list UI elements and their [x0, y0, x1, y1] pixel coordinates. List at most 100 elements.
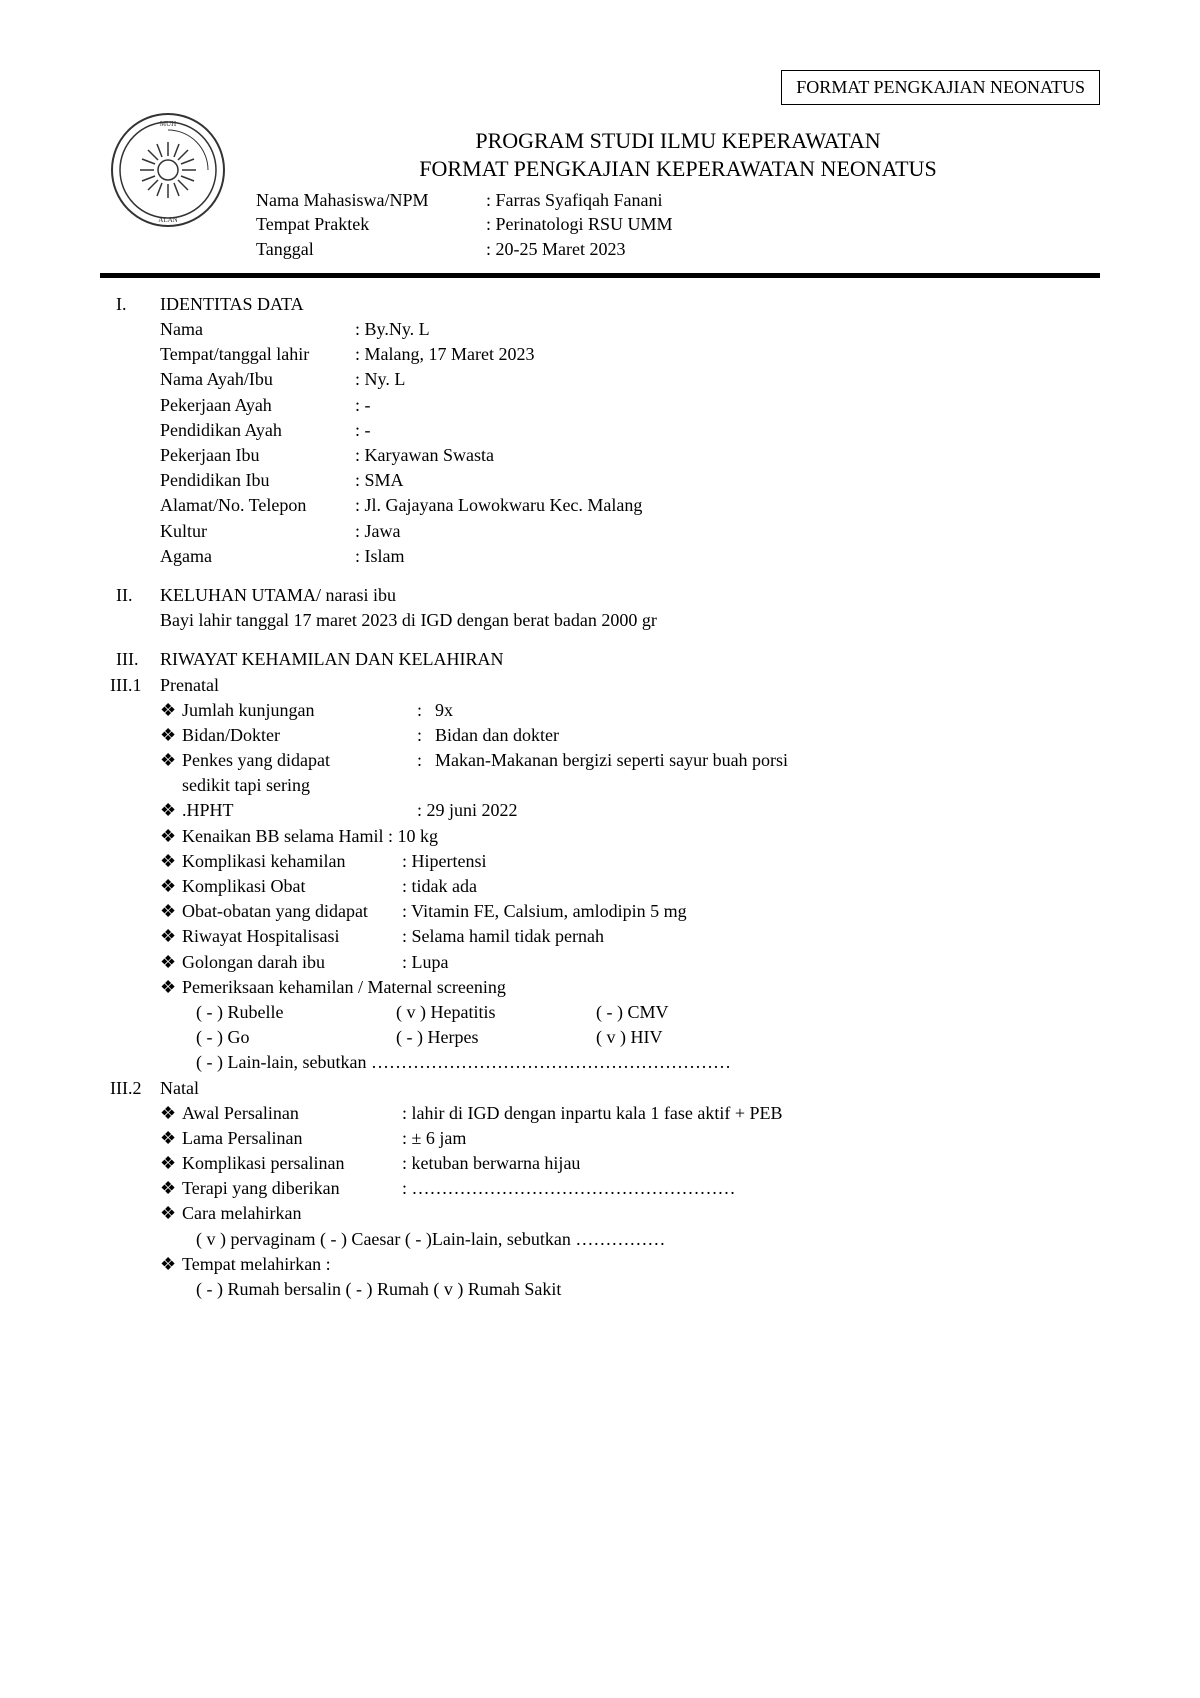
father-job-label: Pekerjaan Ayah — [160, 393, 355, 418]
address-label: Alamat/No. Telepon — [160, 493, 355, 518]
mother-job-label: Pekerjaan Ibu — [160, 443, 355, 468]
labor-comp-label: Komplikasi persalinan — [182, 1151, 402, 1176]
pregnancy-comp-label: Komplikasi kehamilan — [182, 849, 402, 874]
labor-start-label: Awal Persalinan — [182, 1101, 402, 1126]
mother-job-value: : Karyawan Swasta — [355, 443, 1100, 468]
religion-value: : Islam — [355, 544, 1100, 569]
section-complaint: II. KELUHAN UTAMA/ narasi ibu Bayi lahir… — [100, 583, 1100, 633]
header-area: MUH ALAN PROGRAM STUDI ILMU KEPERAWATAN … — [100, 110, 1100, 261]
bullet-icon: ❖ — [160, 1101, 182, 1126]
divider-line — [100, 273, 1100, 278]
culture-value: : Jawa — [355, 519, 1100, 544]
colon: : — [417, 698, 435, 723]
bullet-icon: ❖ — [160, 899, 182, 924]
subsection-natal: III.2 Natal ❖Awal Persalinan: lahir di I… — [100, 1076, 1100, 1303]
bullet-icon: ❖ — [160, 1252, 182, 1277]
birth-place-label: Tempat melahirkan : — [182, 1252, 331, 1277]
bullet-icon: ❖ — [160, 723, 182, 748]
bullet-icon: ❖ — [160, 975, 182, 1000]
delivery-method-options: ( v ) pervaginam ( - ) Caesar ( - )Lain-… — [160, 1227, 1100, 1252]
section-1-title: IDENTITAS DATA — [160, 292, 1100, 317]
bullet-icon: ❖ — [160, 1126, 182, 1151]
subsection-prenatal: III.1 Prenatal ❖Jumlah kunjungan:9x ❖Bid… — [100, 673, 1100, 1076]
bullet-icon: ❖ — [160, 798, 182, 823]
scr-hepatitis: ( v ) Hepatitis — [396, 1000, 596, 1025]
penkes-label: Penkes yang didapat — [182, 748, 417, 773]
bullet-icon — [160, 773, 182, 798]
father-job-value: : - — [355, 393, 1100, 418]
format-box: FORMAT PENGKAJIAN NEONATUS — [781, 70, 1100, 105]
student-name-value: : Farras Syafiqah Fanani — [486, 188, 1100, 212]
pregnancy-comp-value: : Hipertensi — [402, 849, 1100, 874]
hospital-value: : Selama hamil tidak pernah — [402, 924, 1100, 949]
university-logo: MUH ALAN — [108, 110, 228, 230]
drug-comp-value: : tidak ada — [402, 874, 1100, 899]
sub-3-2-title: Natal — [160, 1076, 1100, 1101]
name-value: : By.Ny. L — [355, 317, 1100, 342]
section-1-number: I. — [100, 292, 160, 569]
date-label: Tanggal — [256, 237, 486, 261]
section-2-title: KELUHAN UTAMA/ narasi ibu — [160, 583, 1100, 608]
visit-count-value: 9x — [435, 698, 1100, 723]
scr-rubelle: ( - ) Rubelle — [196, 1000, 396, 1025]
parents-label: Nama Ayah/Ibu — [160, 367, 355, 392]
student-name-label: Nama Mahasiswa/NPM — [256, 188, 486, 212]
bullet-icon: ❖ — [160, 1151, 182, 1176]
svg-text:MUH: MUH — [160, 120, 176, 128]
bullet-icon: ❖ — [160, 849, 182, 874]
sub-3-2-number: III.2 — [100, 1076, 160, 1303]
birth-place-options: ( - ) Rumah bersalin ( - ) Rumah ( v ) R… — [160, 1277, 1100, 1302]
penkes-continuation: sedikit tapi sering — [182, 773, 310, 798]
parents-value: : Ny. L — [355, 367, 1100, 392]
therapy-value: : ……………………………………………… — [402, 1176, 1100, 1201]
therapy-label: Terapi yang diberikan — [182, 1176, 402, 1201]
header-text: PROGRAM STUDI ILMU KEPERAWATAN FORMAT PE… — [256, 110, 1100, 261]
midwife-value: Bidan dan dokter — [435, 723, 1100, 748]
labor-duration-label: Lama Persalinan — [182, 1126, 402, 1151]
bullet-icon: ❖ — [160, 1201, 182, 1226]
labor-start-value: : lahir di IGD dengan inpartu kala 1 fas… — [402, 1101, 1100, 1126]
section-identity: I. IDENTITAS DATA Nama: By.Ny. L Tempat/… — [100, 292, 1100, 569]
date-value: : 20-25 Maret 2023 — [486, 237, 1100, 261]
colon: : — [417, 748, 435, 773]
drug-comp-label: Komplikasi Obat — [182, 874, 402, 899]
bullet-icon: ❖ — [160, 950, 182, 975]
midwife-label: Bidan/Dokter — [182, 723, 417, 748]
section-3-number: III. — [100, 647, 160, 672]
practice-place-label: Tempat Praktek — [256, 212, 486, 236]
visit-count-label: Jumlah kunjungan — [182, 698, 417, 723]
format-title: FORMAT PENGKAJIAN KEPERAWATAN NEONATUS — [256, 156, 1100, 182]
mother-edu-label: Pendidikan Ibu — [160, 468, 355, 493]
bullet-icon: ❖ — [160, 874, 182, 899]
address-value: : Jl. Gajayana Lowokwaru Kec. Malang — [355, 493, 1100, 518]
bullet-icon: ❖ — [160, 924, 182, 949]
penkes-value: Makan-Makanan bergizi seperti sayur buah… — [435, 748, 1100, 773]
colon: : — [417, 723, 435, 748]
blood-type-value: : Lupa — [402, 950, 1100, 975]
section-history: III. RIWAYAT KEHAMILAN DAN KELAHIRAN — [100, 647, 1100, 672]
scr-other: ( - ) Lain-lain, sebutkan ……………………………………… — [160, 1050, 1100, 1075]
section-2-number: II. — [100, 583, 160, 633]
blood-type-label: Golongan darah ibu — [182, 950, 402, 975]
birthplace-label: Tempat/tanggal lahir — [160, 342, 355, 367]
maternal-screening-label: Pemeriksaan kehamilan / Maternal screeni… — [182, 975, 506, 1000]
hpht-value: : 29 juni 2022 — [417, 798, 1100, 823]
hospital-label: Riwayat Hospitalisasi — [182, 924, 402, 949]
bullet-icon: ❖ — [160, 824, 182, 849]
scr-cmv: ( - ) CMV — [596, 1000, 756, 1025]
bullet-icon: ❖ — [160, 1176, 182, 1201]
bullet-icon: ❖ — [160, 748, 182, 773]
scr-herpes: ( - ) Herpes — [396, 1025, 596, 1050]
meds-label: Obat-obatan yang didapat — [182, 899, 402, 924]
hpht-label: .HPHT — [182, 798, 417, 823]
father-edu-label: Pendidikan Ayah — [160, 418, 355, 443]
bullet-icon: ❖ — [160, 698, 182, 723]
practice-place-value: : Perinatologi RSU UMM — [486, 212, 1100, 236]
svg-text:ALAN: ALAN — [158, 216, 177, 224]
father-edu-value: : - — [355, 418, 1100, 443]
labor-comp-value: : ketuban berwarna hijau — [402, 1151, 1100, 1176]
weight-gain: Kenaikan BB selama Hamil : 10 kg — [182, 824, 438, 849]
scr-go: ( - ) Go — [196, 1025, 396, 1050]
complaint-text: Bayi lahir tanggal 17 maret 2023 di IGD … — [160, 608, 1100, 633]
delivery-method-label: Cara melahirkan — [182, 1201, 301, 1226]
